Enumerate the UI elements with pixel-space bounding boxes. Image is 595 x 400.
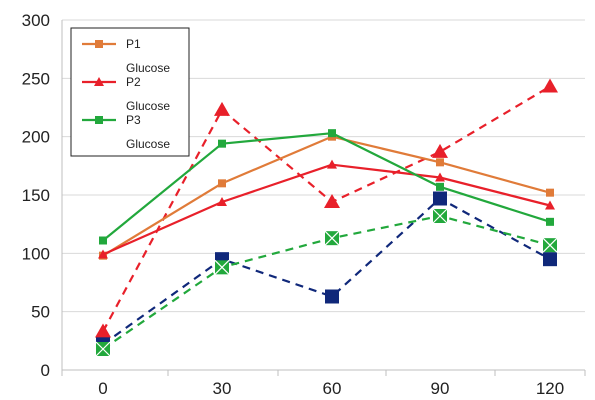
x-tick-labels: 0 30 60 90 120 <box>98 379 564 398</box>
data-point <box>95 40 103 48</box>
series-dashed-3 <box>95 78 558 338</box>
series-group <box>95 78 558 357</box>
series-dashed-5 <box>95 208 558 357</box>
data-point <box>546 217 554 226</box>
data-point <box>542 78 558 93</box>
legend-label: Glucose <box>126 61 170 75</box>
x-tick-label: 60 <box>323 379 342 398</box>
legend-label: Glucose <box>126 137 170 151</box>
x-tick-label: 120 <box>536 379 564 398</box>
x-tick-label: 30 <box>213 379 232 398</box>
data-point <box>214 101 230 116</box>
data-point-cross <box>324 230 340 246</box>
series-line <box>102 197 551 346</box>
data-point <box>95 323 111 338</box>
data-point <box>99 236 107 245</box>
axes <box>61 20 586 376</box>
data-point <box>545 200 555 210</box>
data-point <box>218 179 226 188</box>
data-point-cross <box>214 259 230 275</box>
data-point <box>436 182 444 191</box>
data-point <box>94 77 104 86</box>
y-tick-label: 50 <box>31 303 50 322</box>
data-point <box>543 252 557 267</box>
data-point <box>542 237 558 253</box>
data-point <box>432 143 448 158</box>
data-point <box>432 208 448 224</box>
data-point <box>325 289 339 304</box>
x-tick-label: 90 <box>431 379 450 398</box>
series-p3-glucose <box>99 129 554 245</box>
legend-entry: P3 Glucose <box>82 113 170 151</box>
data-point <box>95 116 103 124</box>
data-point <box>436 158 444 167</box>
data-point <box>324 194 340 208</box>
y-tick-label: 150 <box>22 186 50 205</box>
legend-entry: P2 Glucose <box>82 75 170 113</box>
legend-entry: P1 Glucose <box>82 37 170 75</box>
data-point <box>214 259 230 275</box>
y-tick-label: 300 <box>22 11 50 30</box>
x-tick-label: 0 <box>98 379 107 398</box>
data-point-cross <box>432 208 448 224</box>
data-point <box>328 129 336 138</box>
y-tick-labels: 0 50 100 150 200 250 300 <box>22 11 50 380</box>
y-tick-label: 200 <box>22 128 50 147</box>
data-point <box>327 159 337 169</box>
data-point <box>433 191 447 206</box>
data-point <box>217 197 227 206</box>
y-tick-label: 0 <box>41 361 50 380</box>
y-tick-label: 100 <box>22 244 50 263</box>
y-tick-label: 250 <box>22 69 50 88</box>
data-point <box>324 230 340 246</box>
legend-label: P3 <box>126 113 141 127</box>
series-p2-glucose <box>98 159 555 259</box>
data-point <box>98 249 108 259</box>
data-point <box>218 139 226 148</box>
legend-box <box>70 27 190 157</box>
data-point-cross <box>542 237 558 253</box>
legend-label: P1 <box>126 37 141 51</box>
data-point <box>95 341 111 357</box>
legend-label: P2 <box>126 75 141 89</box>
data-point <box>435 172 445 182</box>
legend-label: Glucose <box>126 99 170 113</box>
data-point <box>546 188 554 197</box>
data-point-cross <box>95 341 111 357</box>
